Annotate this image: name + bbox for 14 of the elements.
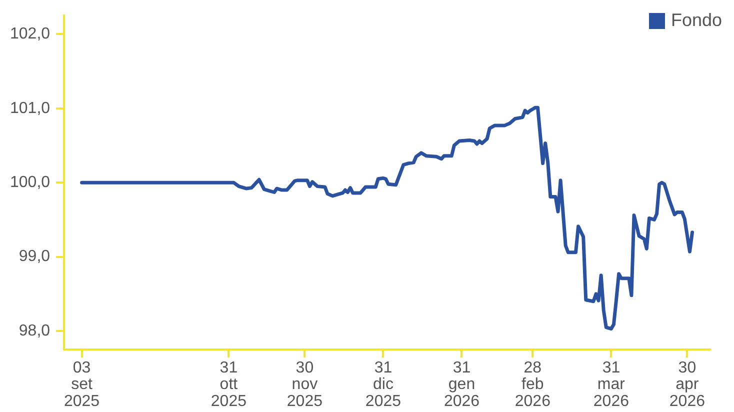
- x-tick-label: 31 ott 2025: [210, 359, 247, 410]
- x-tick-label: 31 mar 2026: [593, 359, 630, 410]
- y-tick-label: 101,0: [10, 100, 50, 117]
- x-tick-label: 30 nov 2025: [286, 359, 323, 410]
- y-tick-label: 102,0: [10, 26, 50, 43]
- y-tick-label: 98,0: [18, 322, 50, 340]
- legend-label: Fondo: [670, 10, 722, 31]
- x-tick-label: 28 feb 2026: [514, 359, 551, 410]
- x-tick-label: 31 dic 2025: [365, 359, 402, 410]
- x-tick-label: 03 set 2025: [64, 359, 100, 410]
- x-tick-label: 30 apr 2026: [669, 359, 706, 410]
- y-tick-label: 99,0: [18, 248, 50, 266]
- y-tick-label: 100,0: [10, 174, 50, 192]
- x-tick-label: 31 gen 2026: [444, 359, 480, 410]
